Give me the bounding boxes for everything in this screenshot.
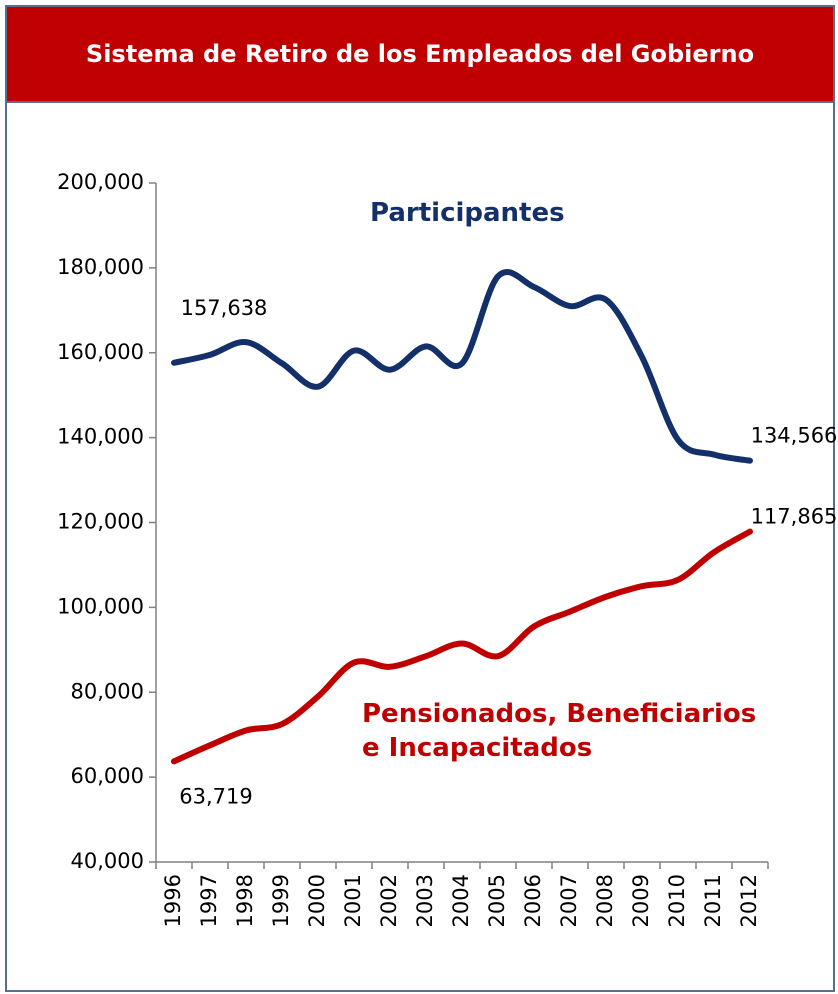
y-tick-label: 140,000 bbox=[57, 425, 144, 449]
x-tick-label: 2004 bbox=[449, 874, 473, 927]
y-tick-label: 120,000 bbox=[57, 510, 144, 534]
series-label: Participantes bbox=[370, 198, 565, 228]
y-tick-label: 160,000 bbox=[57, 340, 144, 364]
panel: Sistema de Retiro de los Empleados del G… bbox=[5, 5, 835, 992]
x-tick-label: 1997 bbox=[197, 874, 221, 927]
y-tick-label: 200,000 bbox=[57, 170, 144, 194]
x-tick-label: 2000 bbox=[305, 874, 329, 927]
data-label: 134,566 bbox=[751, 424, 838, 448]
y-tick-label: 40,000 bbox=[71, 849, 144, 873]
data-label: 63,719 bbox=[179, 784, 252, 808]
y-tick-label: 180,000 bbox=[57, 255, 144, 279]
data-label: 117,865 bbox=[751, 505, 838, 529]
x-tick-label: 1996 bbox=[161, 874, 185, 927]
chart-title: Sistema de Retiro de los Empleados del G… bbox=[7, 7, 833, 103]
x-tick-label: 2011 bbox=[701, 874, 725, 927]
line bbox=[171, 528, 753, 765]
x-tick-label: 2008 bbox=[593, 874, 617, 927]
x-tick-label: 2003 bbox=[413, 874, 437, 927]
x-tick-label: 2007 bbox=[557, 874, 581, 927]
line bbox=[171, 269, 753, 464]
x-tick-label: 1999 bbox=[269, 874, 293, 927]
series-label: Pensionados, Beneficiarios e Incapacitad… bbox=[362, 699, 757, 763]
y-tick-label: 60,000 bbox=[71, 764, 144, 788]
x-tick-label: 2006 bbox=[521, 874, 545, 927]
x-tick-label: 2010 bbox=[665, 874, 689, 927]
x-tick-label: 2005 bbox=[485, 874, 509, 927]
x-tick-label: 1998 bbox=[233, 874, 257, 927]
x-tick-label: 2009 bbox=[629, 874, 653, 927]
x-tick-label: 2012 bbox=[737, 874, 761, 927]
x-tick-label: 2001 bbox=[341, 874, 365, 927]
y-tick-label: 80,000 bbox=[71, 679, 144, 703]
x-tick-label: 2002 bbox=[377, 874, 401, 927]
data-label: 157,638 bbox=[181, 296, 268, 320]
y-tick-label: 100,000 bbox=[57, 594, 144, 618]
